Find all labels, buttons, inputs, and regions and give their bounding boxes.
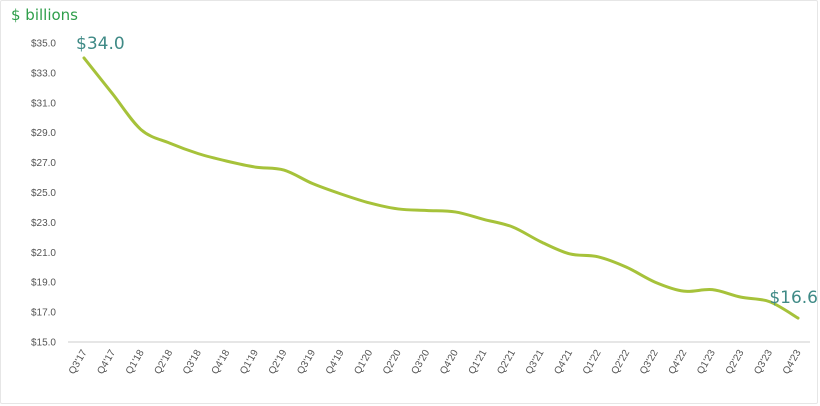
value-callout: $34.0	[76, 34, 125, 54]
x-tick-label: Q1'20	[352, 348, 375, 377]
x-tick-label: Q3'18	[181, 348, 204, 377]
x-tick-label: Q2'21	[495, 348, 518, 377]
x-tick-label: Q4'23	[781, 348, 804, 377]
x-tick-label: Q1'18	[124, 348, 147, 377]
x-tick-label: Q3'20	[410, 348, 433, 377]
y-tick-label: $23.0	[31, 218, 56, 229]
x-tick-label: Q3'17	[67, 348, 90, 377]
y-tick-label: $27.0	[31, 158, 56, 169]
x-tick-label: Q4'17	[95, 348, 118, 377]
x-tick-label: Q3'23	[752, 348, 775, 377]
data-callouts: $34.0 $16.6	[76, 34, 818, 308]
x-tick-label: Q3'21	[524, 348, 547, 377]
y-tick-label: $21.0	[31, 248, 56, 259]
y-axis-ticks: $35.0 $33.0 $31.0 $29.0 $27.0 $25.0 $23.0 $21.0…	[31, 39, 56, 349]
value-callout: $16.6	[769, 288, 818, 308]
y-tick-label: $35.0	[31, 39, 56, 50]
x-tick-label: Q4'19	[324, 348, 347, 377]
y-tick-label: $33.0	[31, 68, 56, 79]
y-tick-label: $17.0	[31, 308, 56, 319]
x-tick-label: Q4'21	[552, 348, 575, 377]
y-tick-label: $31.0	[31, 98, 56, 109]
y-tick-label: $19.0	[31, 278, 56, 289]
x-tick-label: Q1'22	[581, 348, 604, 377]
x-tick-label: Q3'19	[295, 348, 318, 377]
x-tick-label: Q2'19	[267, 348, 290, 377]
y-axis-unit-label: $ billions	[11, 6, 79, 24]
x-tick-label: Q2'22	[610, 348, 633, 377]
y-tick-label: $15.0	[31, 338, 56, 349]
x-tick-label: Q2'20	[381, 348, 404, 377]
x-tick-label: Q4'18	[210, 348, 233, 377]
x-tick-label: Q4'20	[438, 348, 461, 377]
y-tick-label: $25.0	[31, 188, 56, 199]
x-tick-label: Q2'18	[153, 348, 176, 377]
y-tick-label: $29.0	[31, 128, 56, 139]
x-tick-label: Q4'22	[667, 348, 690, 377]
series-line	[82, 56, 800, 320]
x-tick-label: Q1'23	[695, 348, 718, 377]
x-tick-label: Q2'23	[724, 348, 747, 377]
x-tick-label: Q1'19	[238, 348, 261, 377]
x-tick-label: Q3'22	[638, 348, 661, 377]
x-axis-ticks: Q3'17 Q4'17 Q1'18 Q2'18 Q3'18 Q4'18 Q1'19 Q2'19…	[67, 348, 804, 377]
x-tick-label: Q1'21	[467, 348, 490, 377]
